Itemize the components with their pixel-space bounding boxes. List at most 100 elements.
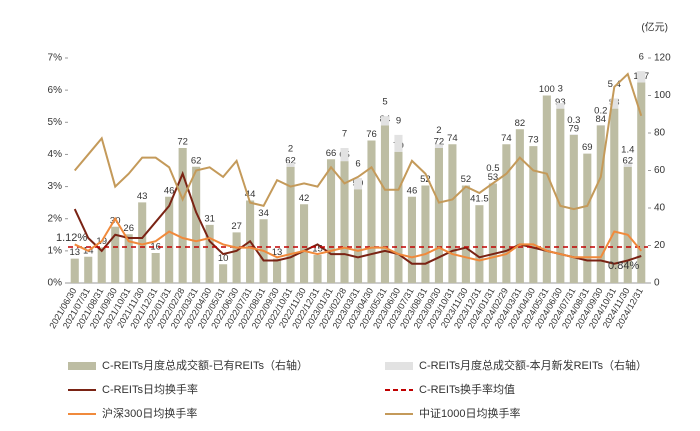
bar-value-label: 13: [272, 247, 283, 258]
legend-swatch: [68, 362, 96, 370]
y2-tick-label: 0: [654, 278, 660, 289]
bar-value-label: 6: [639, 52, 644, 63]
bar-value-label: 52: [420, 174, 431, 185]
bar-value-label: 53: [488, 172, 499, 183]
legend-label: C-REITs日均换手率: [102, 382, 198, 396]
bar-value-label: 2: [288, 144, 293, 155]
bar-value-label: 0.3: [567, 115, 580, 126]
bar-value-label: 9: [396, 115, 401, 126]
bar: [124, 234, 133, 283]
bar: [515, 129, 524, 283]
bar-value-label: 1.4: [621, 145, 634, 156]
bar-value-label: 93: [555, 97, 566, 108]
bar-value-label: 73: [528, 135, 539, 146]
bar: [421, 185, 430, 283]
bar: [556, 103, 565, 109]
bar-value-label: 16: [150, 242, 161, 253]
mean-value-label: 1.12%: [56, 232, 87, 244]
bar: [84, 256, 93, 283]
bar-value-label: 31: [204, 213, 215, 224]
y-tick-label: 2%: [48, 213, 63, 224]
bar: [353, 189, 363, 283]
bar: [205, 224, 214, 283]
bar: [610, 98, 619, 109]
legend-label: 中证1000日均换手率: [419, 406, 520, 420]
bar: [111, 226, 120, 283]
bar: [286, 166, 295, 283]
bar: [475, 205, 484, 283]
bar: [300, 204, 309, 283]
bar-value-label: 7: [342, 129, 347, 140]
line-series: [74, 216, 643, 262]
bar-value-label: 52: [461, 174, 472, 185]
bar: [407, 196, 416, 283]
bar: [138, 202, 147, 283]
bar: [192, 166, 201, 283]
line-series: [73, 72, 643, 211]
bar: [448, 144, 457, 283]
y-tick-label: 6%: [48, 85, 63, 96]
bar-value-label: 43: [137, 191, 148, 202]
bar: [70, 258, 79, 283]
bar: [434, 144, 443, 148]
bar-value-label: 5: [382, 97, 387, 108]
bar-value-label: 27: [231, 221, 242, 232]
y2-axis-unit: (亿元): [641, 21, 668, 34]
bar: [178, 148, 187, 283]
bar-value-label: 72: [177, 137, 188, 148]
bar-value-label: 2: [436, 125, 441, 136]
bar-value-label: 46: [407, 185, 418, 196]
bar-value-label: 6: [355, 159, 360, 170]
bar-value-label: 41.5: [470, 194, 489, 205]
bar-value-label: 84: [596, 114, 607, 125]
bar-value-label: 79: [569, 123, 580, 134]
bar-value-label: 62: [285, 155, 296, 166]
bar: [461, 185, 470, 283]
bar-value-label: 74: [501, 133, 512, 144]
bar-value-label: 30: [110, 215, 121, 226]
y2-tick-label: 40: [654, 203, 666, 214]
bar-value-label: 0.5: [486, 163, 499, 174]
bar: [637, 82, 646, 283]
bar: [529, 146, 538, 283]
bar-value-label: 62: [622, 155, 633, 166]
bar: [219, 264, 228, 283]
bar: [488, 183, 497, 283]
bar: [380, 125, 390, 283]
bar-value-label: 74: [447, 133, 458, 144]
bar-value-label: 76: [366, 129, 377, 140]
bar-value-label: 42: [299, 193, 310, 204]
bar-value-label: 46: [164, 185, 175, 196]
bar-value-label: 26: [123, 223, 134, 234]
bar-value-label: 3: [558, 84, 563, 95]
bar: [326, 159, 336, 283]
bar-value-label: 66: [326, 148, 337, 159]
bar: [151, 253, 160, 283]
bar: [637, 71, 646, 83]
bar: [273, 258, 282, 283]
bar-value-label: 15: [312, 243, 323, 254]
bar: [367, 140, 376, 283]
y-tick-label: 0%: [48, 278, 63, 289]
bar: [394, 151, 403, 283]
y-tick-label: 1%: [48, 245, 63, 256]
bar-value-label: 34: [258, 208, 269, 219]
y-tick-label: 4%: [48, 149, 63, 160]
y2-tick-label: 100: [654, 90, 671, 101]
bar: [610, 108, 619, 283]
bar: [542, 95, 551, 283]
bar: [434, 148, 443, 283]
legend-label: 沪深300日均换手率: [102, 406, 197, 420]
bar: [556, 108, 565, 283]
legend-label: C-REITs月度总成交额-本月新发REITs（右轴）: [419, 358, 647, 372]
bar: [340, 148, 349, 162]
y2-tick-label: 60: [654, 165, 666, 176]
bar: [165, 196, 174, 283]
bar: [502, 144, 511, 283]
bar: [623, 164, 632, 167]
end-value-label: 0.84%: [608, 260, 639, 272]
bar-value-label: 44: [245, 189, 256, 200]
y2-tick-label: 20: [654, 240, 666, 251]
bar: [313, 254, 322, 283]
